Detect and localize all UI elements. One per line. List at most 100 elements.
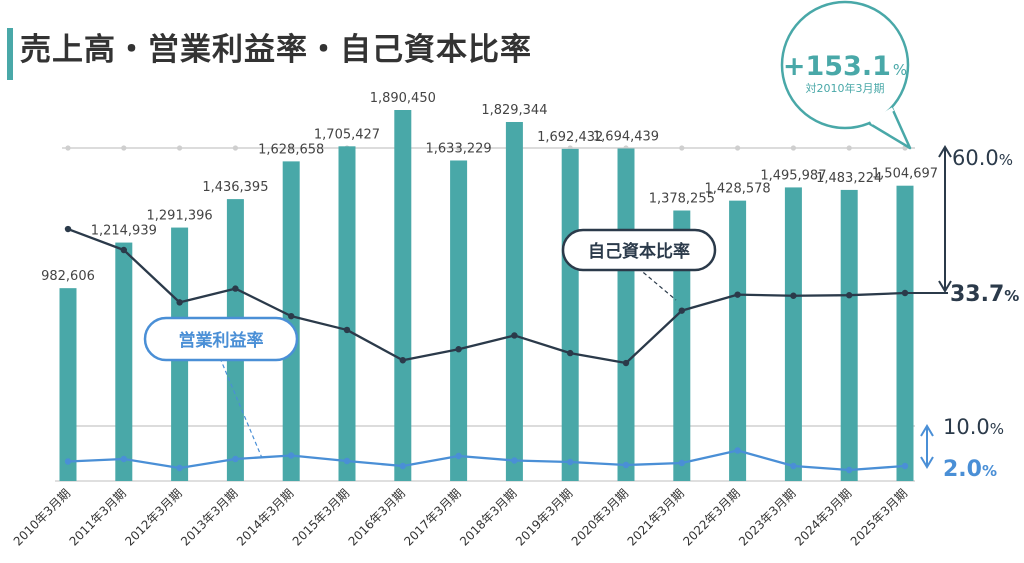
op-margin-point — [232, 455, 239, 463]
x-tick-label: 2020年3月期 — [569, 486, 631, 548]
svg-text:+153.1%: +153.1% — [783, 51, 907, 82]
equity-ratio-point — [790, 292, 797, 299]
op-margin-point — [790, 462, 797, 470]
gridline-dot — [735, 145, 741, 151]
equity-ratio-point — [622, 359, 630, 367]
growth-callout: +153.1% 対2010年3月期 — [780, 0, 912, 150]
equity-ratio-point — [232, 285, 239, 292]
sales-bar — [394, 110, 412, 481]
margin-current-value: 2.0% — [943, 457, 997, 482]
op-margin-point — [622, 461, 630, 469]
op-margin-point — [64, 458, 72, 465]
sales-bar — [282, 161, 300, 481]
equity-ratio-point — [288, 312, 295, 320]
x-tick-label: 2012年3月期 — [122, 486, 184, 548]
equity-ratio-point — [567, 349, 574, 357]
sales-bar — [729, 200, 747, 481]
sales-value-label: 1,483,224 — [816, 171, 882, 186]
op-margin-point — [455, 452, 462, 460]
gridline-dot — [177, 145, 183, 151]
sales-value-label: 1,428,578 — [705, 182, 771, 197]
sales-value-label: 1,214,939 — [91, 224, 157, 239]
sales-bar — [617, 148, 635, 481]
sales-value-label: 1,692,432 — [537, 130, 603, 145]
op-margin-point — [288, 452, 295, 459]
equity-range-marker: 60.0% 33.7% — [905, 145, 1019, 307]
gridline-dot — [288, 145, 294, 151]
op-margin-point — [176, 464, 183, 472]
sales-value-label: 982,606 — [41, 269, 95, 284]
sales-value-label: 1,628,658 — [258, 142, 324, 157]
sales-value-label: 1,291,396 — [147, 209, 213, 224]
equity-ratio-point — [176, 299, 183, 306]
gridline-dot — [65, 145, 71, 151]
equity-ratio-point — [120, 246, 128, 254]
equity-ratio-point — [734, 291, 741, 298]
op-margin-point — [734, 447, 741, 454]
op-margin-point — [901, 462, 909, 470]
gridline-dot — [790, 145, 797, 151]
sales-bar — [505, 121, 523, 481]
equity-top-value: 60.0% — [952, 146, 1013, 170]
x-tick-label: 2019年3月期 — [513, 486, 575, 548]
equity-ratio-point — [678, 307, 685, 314]
sales-value-label: 1,694,439 — [593, 129, 659, 144]
sales-value-label: 1,705,427 — [314, 127, 380, 142]
op-margin-line — [67, 449, 906, 472]
op-margin-point — [511, 457, 518, 464]
equity-ratio-line — [67, 227, 906, 365]
x-tick-label: 2023年3月期 — [736, 486, 798, 548]
x-tick-label: 2010年3月期 — [11, 486, 73, 548]
x-tick-label: 2011年3月期 — [67, 486, 129, 548]
sales-bar — [450, 160, 468, 482]
x-tick-label: 2016年3月期 — [346, 486, 408, 548]
sales-bar — [840, 189, 858, 482]
equity-ratio-point — [399, 357, 406, 364]
gridline-dot — [456, 145, 462, 151]
gridline-dot — [232, 145, 238, 151]
equity-ratio-label: 自己資本比率 — [561, 228, 717, 301]
op-margin-label-text: 営業利益率 — [179, 330, 264, 351]
growth-value: +153.1 — [783, 51, 891, 82]
sales-value-label: 1,633,229 — [426, 141, 492, 156]
equity-ratio-point — [455, 346, 462, 353]
growth-unit: % — [893, 61, 907, 79]
op-margin-point — [846, 466, 853, 474]
sales-value-label: 1,890,450 — [370, 91, 436, 106]
sales-bar — [561, 148, 579, 481]
growth-caption: 対2010年3月期 — [806, 81, 885, 95]
sales-value-label: 1,829,344 — [481, 103, 547, 118]
gridline-dot — [121, 145, 127, 151]
op-margin-point — [567, 458, 574, 466]
x-tick-label: 2015年3月期 — [290, 486, 352, 548]
op-margin-point — [678, 459, 685, 467]
equity-ratio-point — [64, 225, 72, 233]
x-tick-label: 2021年3月期 — [625, 486, 687, 548]
op-margin-point — [399, 462, 406, 470]
x-tick-label: 2017年3月期 — [401, 486, 463, 548]
margin-range-marker: 10.0% 2.0% — [920, 415, 1004, 482]
sales-value-label: 1,504,697 — [872, 167, 938, 182]
chart-title: 売上高・営業利益率・自己資本比率 — [20, 32, 532, 68]
sales-value-label: 1,436,395 — [202, 180, 268, 195]
x-tick-label: 2018年3月期 — [457, 486, 519, 548]
equity-current-value: 33.7% — [950, 282, 1019, 307]
op-margin-point — [343, 457, 351, 465]
x-tick-label: 2022年3月期 — [680, 486, 742, 548]
sales-bar — [784, 187, 802, 481]
equity-ratio-label-text: 自己資本比率 — [588, 241, 690, 262]
sales-value-label: 1,378,255 — [649, 192, 715, 207]
equity-ratio-point — [343, 326, 351, 334]
gridline-dot — [846, 145, 852, 151]
op-margin-label: 営業利益率 — [143, 316, 299, 459]
x-tick-label: 2024年3月期 — [792, 486, 854, 548]
gridline-dot — [679, 145, 685, 151]
x-tick-label: 2014年3月期 — [234, 486, 296, 548]
equity-ratio-point — [846, 292, 853, 299]
margin-top-value: 10.0% — [943, 415, 1004, 439]
op-margin-point — [120, 455, 128, 463]
sales-bar — [673, 210, 691, 481]
x-tick-label: 2013年3月期 — [178, 486, 240, 548]
x-tick-label: 2025年3月期 — [848, 486, 910, 548]
